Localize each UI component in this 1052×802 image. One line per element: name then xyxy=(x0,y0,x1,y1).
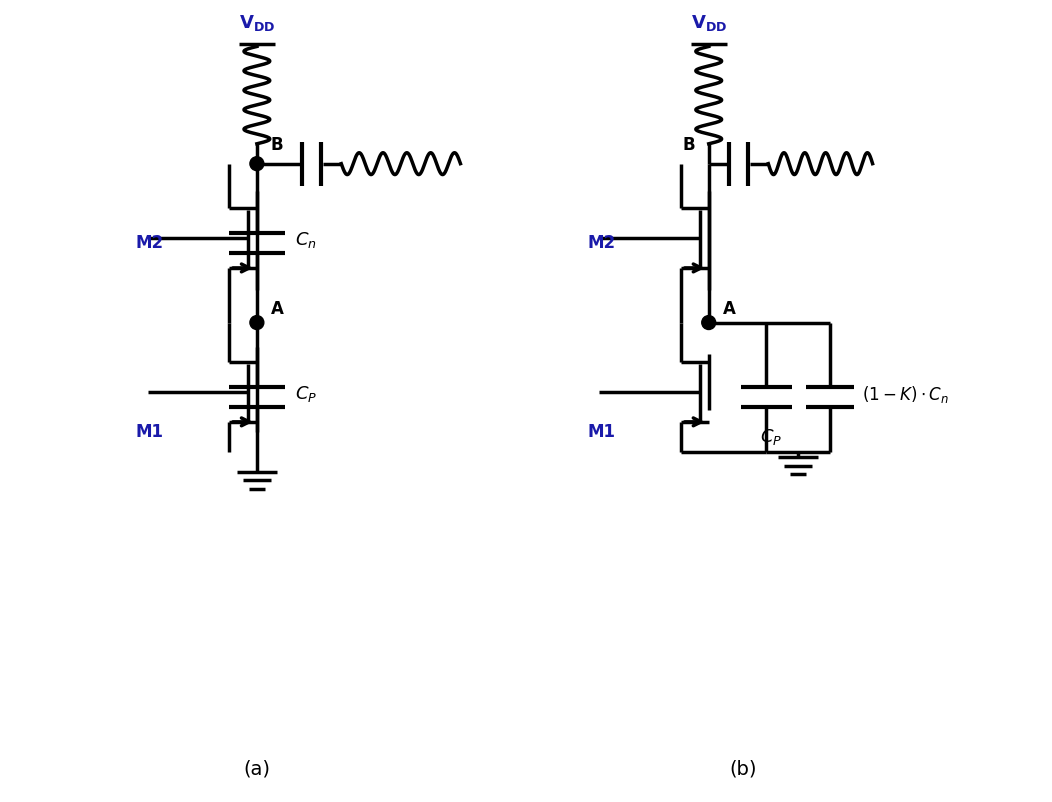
Circle shape xyxy=(250,316,264,330)
Circle shape xyxy=(702,316,715,330)
Text: B: B xyxy=(682,136,694,154)
Text: $C_P$: $C_P$ xyxy=(761,427,783,447)
Text: V$_{\mathregular{DD}}$: V$_{\mathregular{DD}}$ xyxy=(239,13,275,33)
Text: M1: M1 xyxy=(136,423,164,441)
Text: $(1-K)\cdot C_n$: $(1-K)\cdot C_n$ xyxy=(862,383,949,404)
Text: A: A xyxy=(270,300,284,318)
Text: A: A xyxy=(723,300,735,318)
Text: (b): (b) xyxy=(730,760,757,779)
Text: M1: M1 xyxy=(588,423,615,441)
Text: $C_P$: $C_P$ xyxy=(295,384,317,404)
Circle shape xyxy=(250,156,264,171)
Text: $C_n$: $C_n$ xyxy=(295,230,317,250)
Text: V$_{\mathregular{DD}}$: V$_{\mathregular{DD}}$ xyxy=(690,13,727,33)
Text: M2: M2 xyxy=(588,234,615,252)
Text: B: B xyxy=(270,136,283,154)
Text: (a): (a) xyxy=(243,760,270,779)
Text: M2: M2 xyxy=(136,234,164,252)
